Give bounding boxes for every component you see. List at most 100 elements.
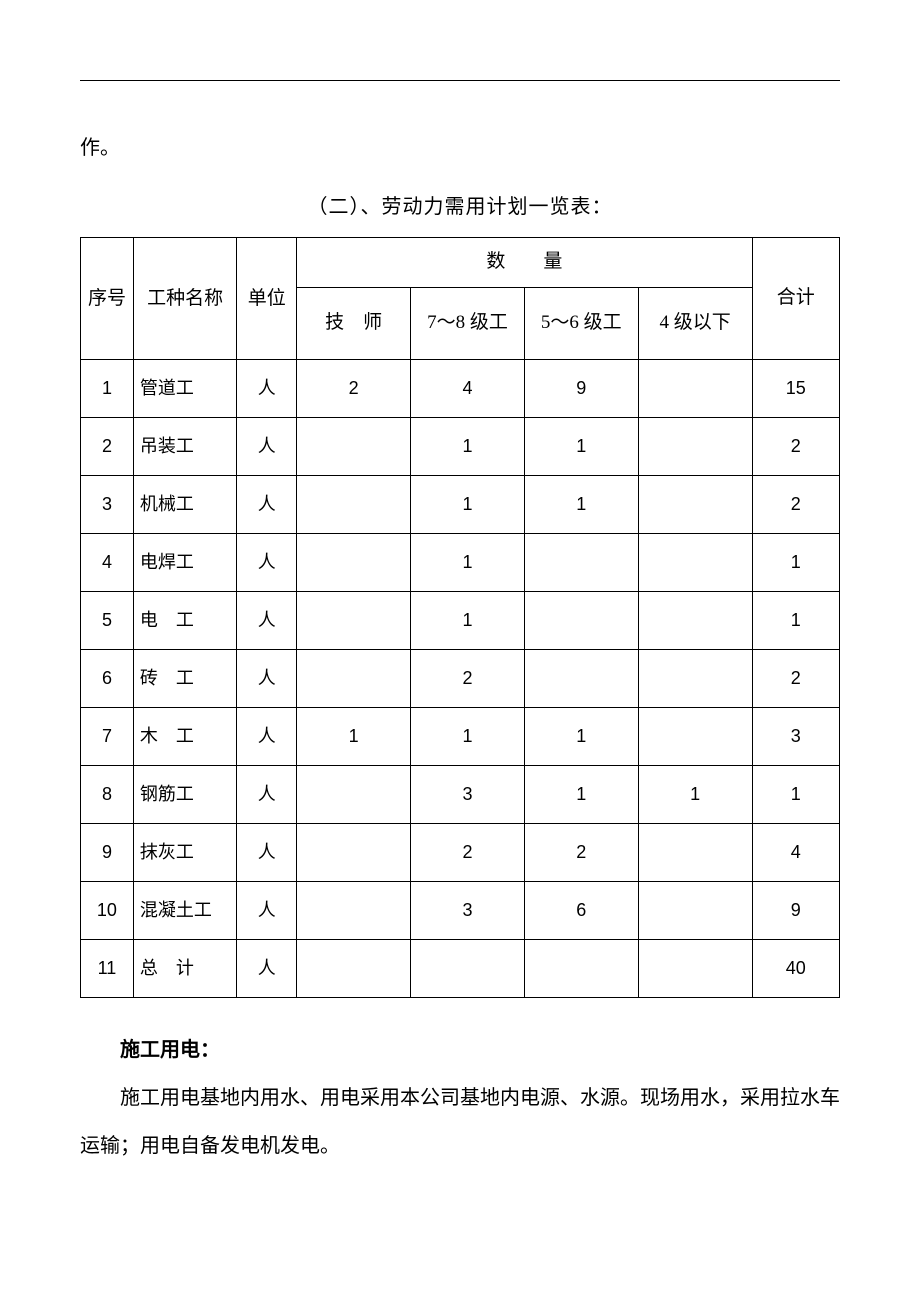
cell-qty: 2 [297,360,411,418]
cell-unit: 人 [237,882,297,940]
cell-qty: 1 [411,708,525,766]
cell-unit: 人 [237,650,297,708]
cell-unit: 人 [237,592,297,650]
table-row: 10混凝土工人369 [81,882,840,940]
table-row: 2吊装工人112 [81,418,840,476]
cell-seq: 8 [81,766,134,824]
body-paragraph: 施工用电基地内用水、用电采用本公司基地内电源、水源。现场用水，采用拉水车运输；用… [80,1074,840,1170]
cell-qty: 1 [411,534,525,592]
table-row: 5电 工人11 [81,592,840,650]
cell-unit: 人 [237,766,297,824]
cell-qty [638,360,752,418]
cell-qty [297,592,411,650]
table-row: 1管道工人24915 [81,360,840,418]
cell-qty: 3 [411,882,525,940]
cell-qty: 1 [524,418,638,476]
cell-qty [638,650,752,708]
intro-paragraph: 作。 [80,126,840,170]
cell-qty [297,882,411,940]
cell-qty [524,592,638,650]
cell-qty [524,650,638,708]
table-row: 9抹灰工人224 [81,824,840,882]
cell-total: 2 [752,418,839,476]
table-row: 4电焊工人 1 1 [81,534,840,592]
cell-seq: 9 [81,824,134,882]
header-level-7-8: 7～8 级工 [411,288,525,360]
cell-seq: 3 [81,476,134,534]
cell-name: 吊装工 [133,418,237,476]
cell-unit: 人 [237,824,297,882]
cell-unit: 人 [237,940,297,998]
cell-qty [524,940,638,998]
cell-qty [297,766,411,824]
cell-qty [638,418,752,476]
cell-name: 混凝土工 [133,882,237,940]
cell-unit: 人 [237,708,297,766]
cell-qty: 9 [524,360,638,418]
cell-qty [411,940,525,998]
table-row: 11总 计人 40 [81,940,840,998]
section-title: （二）、劳动力需用计划一览表： [80,190,840,219]
header-name: 工种名称 [133,238,237,360]
body-heading: 施工用电： [80,1026,840,1074]
cell-seq: 10 [81,882,134,940]
cell-qty [638,708,752,766]
cell-unit: 人 [237,360,297,418]
cell-name: 电 工 [133,592,237,650]
header-unit: 单位 [237,238,297,360]
table-row: 8钢筋工人3111 [81,766,840,824]
cell-seq: 1 [81,360,134,418]
table-row: 3机械工人 11 2 [81,476,840,534]
cell-total: 1 [752,592,839,650]
cell-seq: 4 [81,534,134,592]
cell-unit: 人 [237,534,297,592]
cell-name: 钢筋工 [133,766,237,824]
cell-qty: 1 [411,476,525,534]
cell-qty [297,534,411,592]
cell-unit: 人 [237,476,297,534]
cell-total: 1 [752,534,839,592]
header-quantity-group: 数 量 [297,238,752,288]
cell-name: 木 工 [133,708,237,766]
header-technician: 技 师 [297,288,411,360]
labor-plan-table: 序号 工种名称 单位 数 量 合计 技 师 7～8 级工 5～6 级工 4 级以… [80,237,840,998]
cell-qty: 1 [411,418,525,476]
cell-qty [524,534,638,592]
cell-total: 40 [752,940,839,998]
cell-total: 3 [752,708,839,766]
cell-qty: 3 [411,766,525,824]
cell-seq: 5 [81,592,134,650]
table-row: 6砖 工人22 [81,650,840,708]
cell-name: 电焊工 [133,534,237,592]
cell-unit: 人 [237,418,297,476]
cell-qty: 1 [638,766,752,824]
cell-name: 抹灰工 [133,824,237,882]
cell-qty: 1 [524,766,638,824]
cell-qty [297,940,411,998]
cell-total: 2 [752,650,839,708]
cell-qty [638,824,752,882]
cell-qty [638,476,752,534]
cell-seq: 2 [81,418,134,476]
cell-qty: 6 [524,882,638,940]
table-row: 7木 工人1113 [81,708,840,766]
cell-qty: 1 [524,476,638,534]
cell-qty: 2 [524,824,638,882]
cell-qty [638,534,752,592]
cell-qty [297,476,411,534]
cell-name: 砖 工 [133,650,237,708]
top-divider [80,80,840,81]
header-seq: 序号 [81,238,134,360]
cell-qty [297,418,411,476]
cell-qty [638,882,752,940]
cell-qty [638,940,752,998]
cell-total: 1 [752,766,839,824]
cell-seq: 6 [81,650,134,708]
cell-name: 总 计 [133,940,237,998]
cell-qty: 1 [524,708,638,766]
cell-qty: 1 [297,708,411,766]
cell-name: 机械工 [133,476,237,534]
cell-seq: 11 [81,940,134,998]
cell-total: 2 [752,476,839,534]
cell-qty: 4 [411,360,525,418]
